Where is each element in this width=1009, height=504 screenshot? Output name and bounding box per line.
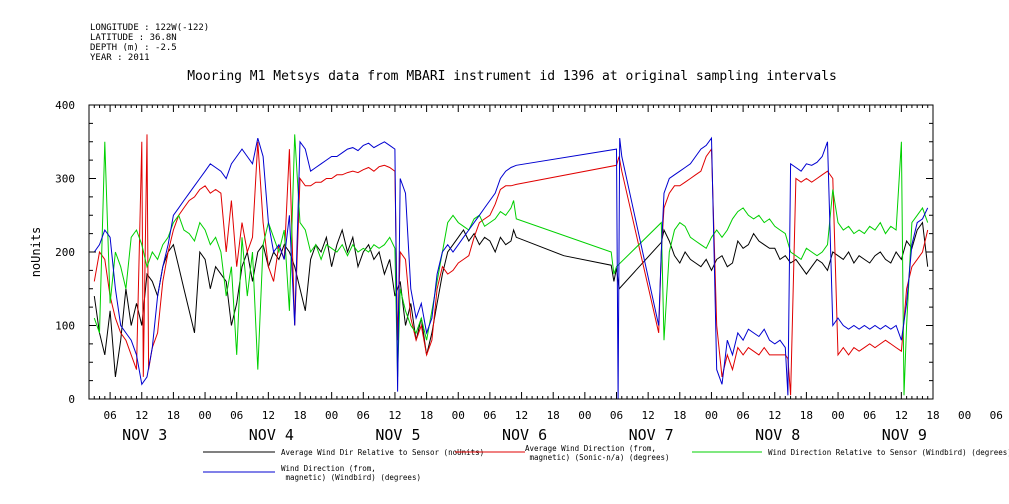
y-tick-label: 0 — [68, 393, 75, 406]
day-label: NOV 8 — [755, 426, 800, 444]
x-tick-label: 18 — [420, 409, 433, 422]
axis-layer: 0 100 200 300 400 06 12 18 00 06 12 18 00 06 12 18 00 06 1… — [55, 99, 1003, 444]
series-layer — [93, 134, 929, 399]
x-tick-label: 06 — [610, 409, 623, 422]
legend-label-4: Wind Direction (from, magnetic) (Windbir… — [281, 464, 421, 482]
legend-label-1: Average Wind Dir Relative to Sensor (noU… — [281, 448, 484, 457]
y-tick-label: 100 — [55, 320, 75, 333]
x-tick-label: 18 — [926, 409, 939, 422]
x-tick-label: 06 — [230, 409, 243, 422]
day-label: NOV 6 — [502, 426, 547, 444]
y-tick-label: 300 — [55, 173, 75, 186]
x-tick-label: 06 — [736, 409, 749, 422]
meta-year: YEAR : 2011 — [90, 53, 150, 63]
series-line-2 — [93, 134, 929, 396]
y-axis-label: noUnits — [29, 227, 43, 278]
x-tick-label: 06 — [103, 409, 116, 422]
y-tick-label: 400 — [55, 99, 75, 112]
x-tick-label: 00 — [958, 409, 971, 422]
x-tick-label: 18 — [673, 409, 686, 422]
x-tick-label: 12 — [135, 409, 148, 422]
x-tick-label: 00 — [452, 409, 465, 422]
x-tick-label: 06 — [483, 409, 496, 422]
legend-label-2: Average Wind Direction (from, magnetic) … — [525, 444, 670, 462]
x-tick-label: 00 — [578, 409, 591, 422]
day-label: NOV 5 — [375, 426, 420, 444]
plot-frame — [88, 104, 934, 400]
metadata-block: LONGITUDE : 122W(-122) LATITUDE : 36.8N … — [90, 23, 209, 63]
x-tick-label: 18 — [800, 409, 813, 422]
x-tick-label: 00 — [325, 409, 338, 422]
x-tick-label: 12 — [895, 409, 908, 422]
x-tick-label: 12 — [642, 409, 655, 422]
series-line-1 — [93, 221, 929, 377]
x-tick-label: 12 — [515, 409, 528, 422]
x-tick-label: 12 — [262, 409, 275, 422]
meta-depth: DEPTH (m) : -2.5 — [90, 43, 177, 53]
x-tick-label: 18 — [547, 409, 560, 422]
x-tick-label: 00 — [831, 409, 844, 422]
x-tick-label: 06 — [990, 409, 1003, 422]
series-line-4 — [93, 136, 929, 399]
day-label: NOV 4 — [249, 426, 294, 444]
day-label: NOV 3 — [122, 426, 167, 444]
x-tick-label: 12 — [388, 409, 401, 422]
legend-label-3: Wind Direction Relative to Sensor (Windb… — [768, 448, 1009, 457]
x-tick-label: 00 — [198, 409, 211, 422]
meta-longitude: LONGITUDE : 122W(-122) — [90, 23, 209, 33]
x-tick-label: 00 — [705, 409, 718, 422]
x-tick-label: 18 — [293, 409, 306, 422]
day-label: NOV 7 — [629, 426, 674, 444]
meta-latitude: LATITUDE : 36.8N — [90, 33, 177, 43]
day-label: NOV 9 — [882, 426, 927, 444]
chart-title: Mooring M1 Metsys data from MBARI instru… — [187, 69, 837, 84]
x-tick-label: 06 — [357, 409, 370, 422]
x-tick-label: 18 — [167, 409, 180, 422]
x-tick-label: 12 — [768, 409, 781, 422]
x-tick-label: 06 — [863, 409, 876, 422]
y-tick-label: 200 — [55, 246, 75, 259]
series-line-3 — [93, 134, 929, 396]
legend: Average Wind Dir Relative to Sensor (noU… — [203, 444, 1009, 482]
